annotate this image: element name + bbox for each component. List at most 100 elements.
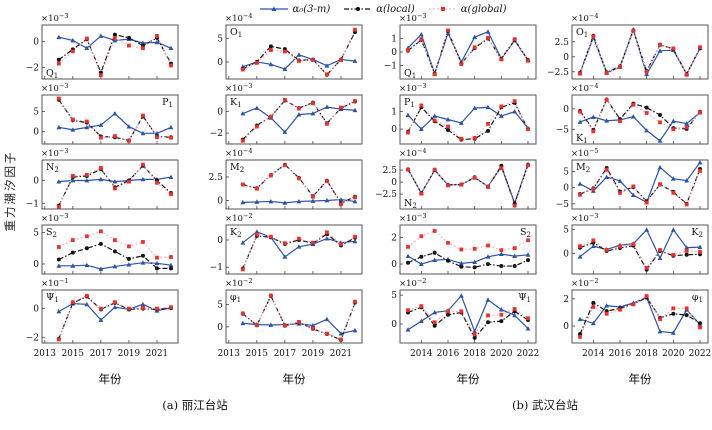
svg-text:0: 0: [33, 127, 39, 137]
subplot-Phi1-lijiang: ×10−2 5 0 2013 2015 2017 2019 2021 φ1: [196, 277, 368, 369]
chart-canvas: ×10−3 0 −2 Q1: [26, 12, 179, 80]
svg-text:Ψ1: Ψ1: [46, 292, 59, 304]
svg-text:0: 0: [217, 58, 223, 68]
x-axis-label: 年份: [456, 372, 480, 386]
svg-text:K1: K1: [230, 97, 242, 109]
svg-text:0: 0: [217, 107, 223, 117]
subplot-Psi1-lijiang: ×10−1 0 −2 2013 2015 2017 2019 2021 Ψ1: [12, 277, 184, 369]
legend-line-sample-local: [343, 3, 373, 15]
svg-text:N2: N2: [404, 198, 417, 210]
svg-text:2018: 2018: [463, 349, 485, 359]
svg-text:×10−4: ×10−4: [571, 12, 599, 24]
svg-text:0: 0: [33, 260, 39, 270]
svg-text:−2: −2: [26, 333, 39, 343]
subplot-S2-wuhan: ×10−3 2 0 S2: [370, 212, 542, 281]
svg-text:−2.5: −2.5: [547, 68, 569, 78]
svg-text:2: 2: [563, 295, 569, 305]
subplot-N2-wuhan: ×10−4 2.5 0 −2.5 N2: [370, 147, 542, 216]
svg-text:×10−1: ×10−1: [41, 277, 69, 289]
svg-text:Q1: Q1: [404, 68, 416, 80]
svg-text:×10−4: ×10−4: [225, 12, 253, 24]
svg-text:O1: O1: [230, 27, 242, 39]
subplot-Phi1-wuhan: ×10−2 2 0 2014 2016 2018 2020 2022 φ1: [542, 277, 712, 369]
svg-text:2022: 2022: [689, 349, 711, 359]
chart-canvas: ×10−4 0 −5 K1: [556, 82, 709, 145]
svg-text:−5: −5: [556, 125, 570, 135]
legend-item-local: α(local): [343, 3, 415, 15]
subplot-K2-lijiang: ×10−2 0 −1 K2: [196, 212, 368, 281]
svg-text:×10−2: ×10−2: [225, 212, 253, 224]
subplot-O1-lijiang: ×10−4 5 0 O1: [196, 12, 368, 86]
subplot-K1-wuhan: ×10−4 0 −5 K1: [542, 82, 712, 151]
svg-text:×10−3: ×10−3: [41, 12, 69, 24]
svg-text:0: 0: [563, 184, 569, 194]
x-axis-label: 年份: [628, 372, 652, 386]
svg-text:0: 0: [391, 125, 397, 135]
chart-canvas: ×10−4 2.5 0 M2: [209, 147, 363, 210]
chart-canvas: ×10−35 0 K2: [563, 212, 709, 275]
chart-canvas: ×10−32 0 S2: [391, 212, 537, 275]
svg-text:M2: M2: [576, 162, 590, 174]
svg-text:M2: M2: [230, 162, 244, 174]
svg-text:2018: 2018: [635, 349, 657, 359]
subplot-O1-wuhan: ×10−4 2.5 0 −2.5 O1: [542, 12, 712, 86]
subplot-Psi1-wuhan: ×10−2 5 0 2014 2016 2018 2020 2022 Ψ1: [370, 277, 542, 369]
chart-canvas: ×10−45 0 O1: [217, 12, 363, 80]
chart-canvas: ×10−22 0 2014 2016 2018 2020 2022 φ1: [563, 277, 711, 359]
caption-station-a: (a) 丽江台站: [162, 398, 228, 412]
subplot-M2-wuhan: ×10−5 5 0 −5 M2: [542, 147, 712, 216]
svg-text:−1: −1: [384, 62, 397, 72]
svg-text:K2: K2: [230, 227, 242, 239]
svg-text:2017: 2017: [90, 349, 112, 359]
svg-text:N2: N2: [46, 162, 59, 174]
svg-text:0: 0: [33, 38, 39, 48]
subplot-K1-lijiang: ×10−3 0 −2 K1: [196, 82, 368, 151]
svg-text:0: 0: [391, 320, 397, 330]
svg-text:2022: 2022: [517, 349, 539, 359]
subplot-P1-lijiang: ×10−3 5 0 P1: [12, 82, 184, 151]
svg-text:×10−3: ×10−3: [41, 147, 69, 159]
chart-canvas: ×10−3 0 −2 K1: [210, 82, 363, 145]
chart-canvas: ×10−3 1 0 −1 Q1: [384, 12, 537, 80]
svg-text:2017: 2017: [274, 349, 296, 359]
chart-canvas: ×10−42.5 0 −2.5 N2: [375, 147, 537, 210]
svg-text:2020: 2020: [662, 349, 685, 359]
svg-text:2016: 2016: [437, 349, 460, 359]
svg-text:×10−3: ×10−3: [399, 12, 427, 24]
svg-text:2013: 2013: [218, 349, 240, 359]
legend-line-sample-global: [428, 3, 458, 15]
svg-text:×10−3: ×10−3: [571, 212, 599, 224]
svg-text:0: 0: [563, 249, 569, 259]
chart-canvas: ×10−55 0 −5 M2: [556, 147, 709, 210]
svg-text:1: 1: [391, 108, 397, 118]
svg-text:0: 0: [217, 236, 223, 246]
svg-text:−1: −1: [26, 199, 39, 209]
svg-text:0: 0: [33, 177, 39, 187]
svg-text:2019: 2019: [118, 349, 140, 359]
svg-text:5: 5: [563, 225, 569, 235]
subplot-M2-lijiang: ×10−4 2.5 0 M2: [196, 147, 368, 216]
x-axis-label: 年份: [282, 372, 306, 386]
svg-text:K1: K1: [576, 133, 588, 145]
svg-text:2.5: 2.5: [209, 173, 224, 183]
caption-station-b: (b) 武汉台站: [512, 398, 578, 412]
chart-canvas: ×10−25 0 2014 2016 2018 2020 2022 Ψ1: [391, 277, 539, 359]
svg-text:0: 0: [563, 322, 569, 332]
chart-canvas: ×10−2 0 −1 K2: [210, 212, 363, 275]
legend: α₀(3-m) α(local) α(global): [228, 1, 538, 17]
svg-text:K2: K2: [691, 227, 703, 239]
svg-text:×10−2: ×10−2: [571, 277, 599, 289]
svg-text:2015: 2015: [246, 349, 268, 359]
svg-text:2.5: 2.5: [383, 166, 398, 176]
svg-text:2019: 2019: [302, 349, 324, 359]
svg-text:φ1: φ1: [230, 292, 241, 304]
svg-text:−1: −1: [210, 263, 223, 273]
svg-text:×10−5: ×10−5: [571, 147, 599, 159]
legend-label: α₀(3-m): [292, 3, 331, 15]
svg-text:×10−3: ×10−3: [399, 82, 427, 94]
svg-text:0: 0: [217, 197, 223, 207]
chart-canvas: ×10−4 2.5 0 −2.5 O1: [547, 12, 709, 80]
svg-text:0: 0: [217, 323, 223, 333]
svg-text:×10−4: ×10−4: [399, 147, 427, 159]
svg-text:5: 5: [391, 291, 397, 301]
